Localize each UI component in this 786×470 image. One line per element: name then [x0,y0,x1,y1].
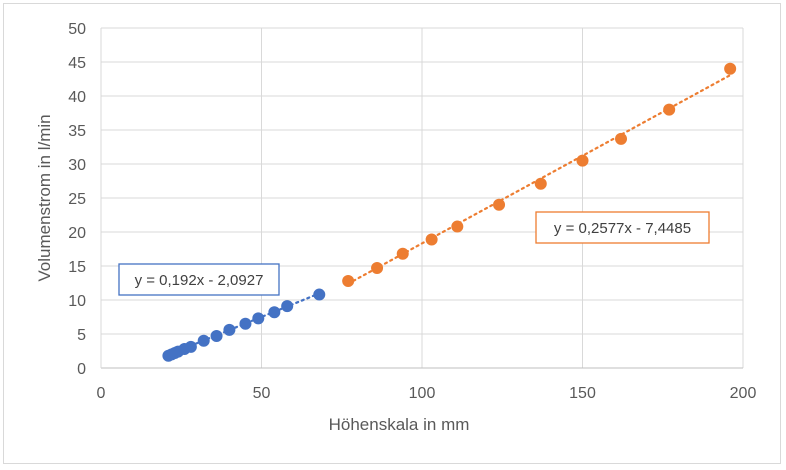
equation-labels: y = 0,192x - 2,0927 y = 0,2577x - 7,4485 [118,211,710,296]
data-point [451,220,464,233]
gridlines [101,27,744,368]
data-point [576,154,589,167]
data-point [223,323,236,336]
equation-box [535,211,710,244]
y-tick-label: 45 [68,55,86,72]
data-point [210,330,223,343]
x-tick-label: 0 [97,385,106,402]
equation-label: y = 0,2577x - 7,4485 [554,220,691,237]
data-point [252,312,265,325]
data-point [534,177,547,190]
x-tick-label: 100 [409,385,436,402]
data-point [425,233,438,246]
y-tick-label: 25 [68,191,86,208]
x-tick-label: 50 [253,385,271,402]
y-tick-label: 35 [68,123,86,140]
data-point [615,132,628,145]
axes [100,28,743,369]
data-point [371,262,384,275]
data-point [396,247,409,260]
y-tick-label: 10 [68,293,86,310]
y-tick-label: 50 [68,21,86,38]
data-point [342,274,355,287]
data-points [162,62,737,362]
y-axis-label: Volumenstrom in l/min [35,114,54,281]
y-tick-label: 5 [77,327,86,344]
y-tick-label: 20 [68,225,86,242]
data-point [184,340,197,353]
data-point [239,317,252,330]
data-point [313,288,326,301]
data-point [724,62,737,75]
x-axis-label: Höhenskala in mm [329,415,470,434]
data-point [268,306,281,319]
y-tick-label: 15 [68,259,86,276]
scatter-chart: 0 50 100 150 200 0 5 10 15 20 25 30 35 40 45 50 y = 0,… [35,21,757,434]
data-point [281,300,294,313]
equation-label: y = 0,192x - 2,0927 [135,272,264,289]
chart-frame: 0 50 100 150 200 0 5 10 15 20 25 30 35 40 45 50 y = 0,… [3,3,781,464]
equation-box [118,263,280,296]
data-point [493,198,506,211]
x-tick-labels: 0 50 100 150 200 [97,385,757,402]
y-tick-label: 0 [77,361,86,378]
y-tick-labels: 0 5 10 15 20 25 30 35 40 45 50 [68,21,86,378]
data-point [663,103,676,116]
y-tick-label: 30 [68,157,86,174]
x-tick-label: 150 [569,385,596,402]
x-tick-label: 200 [730,385,757,402]
data-point [197,334,210,347]
y-tick-label: 40 [68,89,86,106]
